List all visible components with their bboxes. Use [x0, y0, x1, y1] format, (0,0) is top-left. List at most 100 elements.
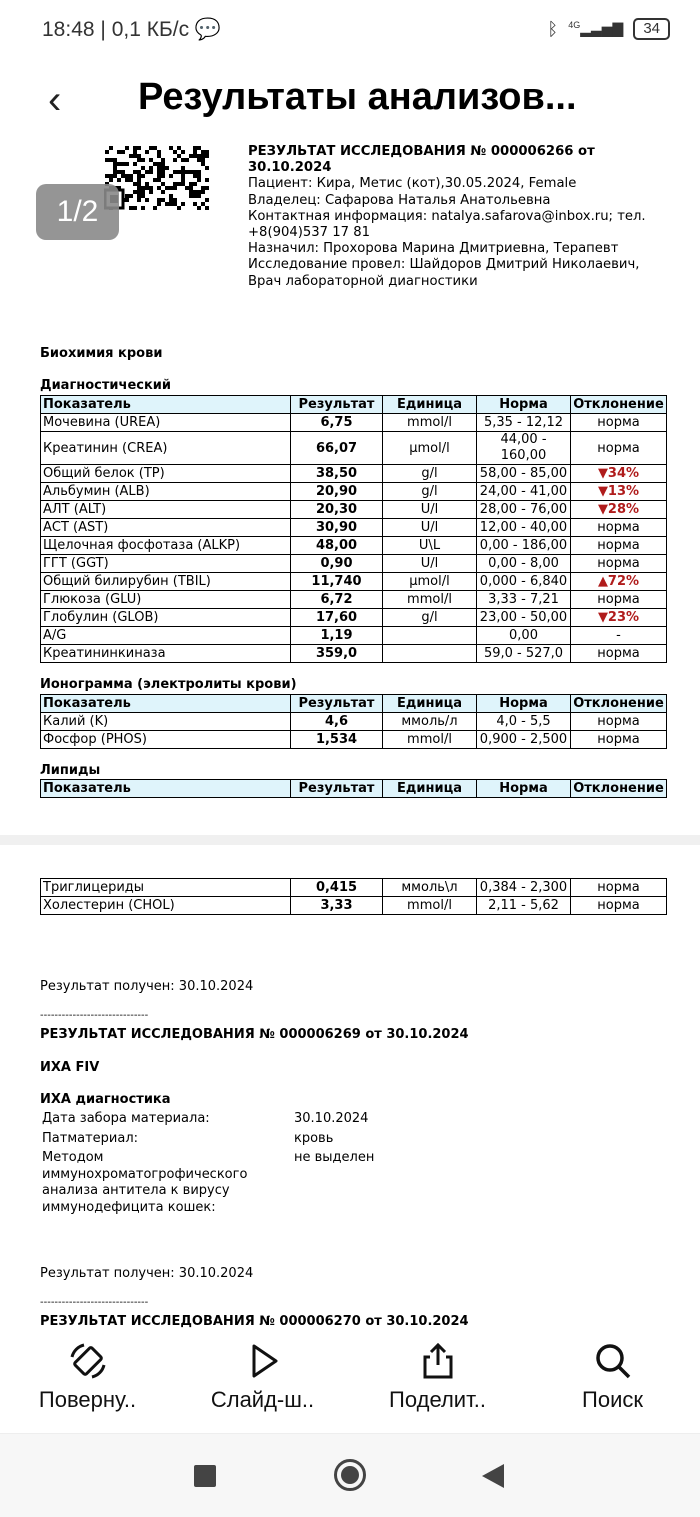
search-label: Поиск — [582, 1387, 643, 1412]
rotate-button[interactable]: Поверну.. — [18, 1333, 158, 1433]
table-row: Глобулин (GLOB) 17,60 g/l 23,00 - 50,00 ▼23% — [40, 608, 667, 627]
received-date: Результат получен: 30.10.2024 — [40, 1266, 254, 1281]
back-nav-button[interactable] — [482, 1464, 504, 1488]
subsection-title: Ионограмма (электролиты крови) — [40, 677, 297, 692]
result-heading-3: РЕЗУЛЬТАТ ИССЛЕДОВАНИЯ № 000006270 от 30… — [40, 1314, 469, 1329]
cell-norm: 2,11 - 5,62 — [476, 896, 571, 915]
cell-norm: 0,900 - 2,500 — [476, 730, 571, 749]
subsection-title: Диагностический — [40, 378, 172, 393]
cell-indicator: Альбумин (ALB) — [40, 482, 291, 501]
share-button[interactable]: Поделит.. — [368, 1333, 508, 1433]
document-header: РЕЗУЛЬТАТ ИССЛЕДОВАНИЯ № 000006266 от 30… — [248, 144, 668, 290]
cell-deviation: норма — [570, 878, 667, 897]
results-table-diagnostic: Показатель Результат Единица Норма Отклонени… — [40, 395, 667, 663]
field-value: кровь — [294, 1130, 334, 1146]
cell-result: 17,60 — [290, 608, 383, 627]
search-button[interactable]: Поиск — [543, 1333, 683, 1433]
bottom-toolbar: Поверну.. Слайд-ш.. Поделит.. Поиск — [0, 1333, 700, 1433]
cell-norm: 44,00 - 160,00 — [476, 431, 571, 465]
recents-button[interactable] — [194, 1465, 216, 1487]
cell-result: 38,50 — [290, 464, 383, 483]
cell-result: 0,415 — [290, 878, 383, 897]
cell-indicator: Общий белок (TP) — [40, 464, 291, 483]
column-header: Норма — [476, 779, 571, 798]
performed-by: Исследование провел: Шайдоров Дмитрий Ни… — [248, 257, 640, 273]
column-header: Норма — [476, 694, 571, 713]
cell-unit — [382, 644, 477, 663]
cell-deviation: ▲72% — [570, 572, 667, 591]
test-name: ИХА FIV — [40, 1060, 100, 1075]
cell-deviation: норма — [570, 644, 667, 663]
cell-unit: mmol/l — [382, 590, 477, 609]
owner: Владелец: Сафарова Наталья Анатольевна — [248, 192, 551, 208]
cell-deviation: норма — [570, 730, 667, 749]
cell-result: 0,90 — [290, 554, 383, 573]
cell-result: 3,33 — [290, 896, 383, 915]
rotate-label: Поверну.. — [38, 1387, 137, 1412]
cell-result: 20,30 — [290, 500, 383, 519]
field-label: Методом иммунохроматогрофического анализ… — [42, 1150, 248, 1215]
table-header: Показатель Результат Единица Норма Отклонени… — [40, 779, 667, 798]
cell-result: 6,75 — [290, 413, 383, 432]
cell-deviation: ▼34% — [570, 464, 667, 483]
cell-result: 20,90 — [290, 482, 383, 501]
table-row: Щелочная фосфотаза (ALKP) 48,00 U\L 0,00 - … — [40, 536, 667, 555]
result-heading-2: РЕЗУЛЬТАТ ИССЛЕДОВАНИЯ № 000006269 от 30… — [40, 1027, 469, 1042]
table-row: Фосфор (PHOS) 1,534 mmol/l 0,900 - 2,500 нор… — [40, 730, 667, 749]
cell-indicator: АСТ (AST) — [40, 518, 291, 537]
prescribed-by: Назначил: Прохорова Марина Дмитриевна, Т… — [248, 241, 619, 257]
page-separator — [0, 835, 700, 845]
cell-deviation: ▼13% — [570, 482, 667, 501]
column-header: Отклонение — [570, 694, 667, 713]
cell-unit: mmol/l — [382, 413, 477, 432]
cell-norm: 12,00 - 40,00 — [476, 518, 571, 537]
table-row: Калий (K) 4,6 ммоль/л 4,0 - 5,5 норма — [40, 712, 667, 731]
cell-indicator: Глобулин (GLOB) — [40, 608, 291, 627]
signal-icon: 4G▂▃▅▇ — [568, 20, 624, 37]
share-icon — [423, 1342, 452, 1379]
slideshow-button[interactable]: Слайд-ш.. — [193, 1333, 333, 1433]
results-table-lipids: Показатель Результат Единица Норма Отклонени… — [40, 779, 667, 798]
column-header: Результат — [290, 779, 383, 798]
cell-deviation: норма — [570, 590, 667, 609]
divider: ------------------------------ — [40, 1297, 149, 1308]
section-title: Биохимия крови — [40, 346, 163, 361]
cell-indicator: Триглицериды — [40, 878, 291, 897]
cell-deviation: норма — [570, 712, 667, 731]
cell-indicator: АЛТ (ALT) — [40, 500, 291, 519]
table-row: Общий белок (TP) 38,50 g/l 58,00 - 85,00 ▼34… — [40, 464, 667, 483]
cell-result: 48,00 — [290, 536, 383, 555]
cell-deviation: норма — [570, 536, 667, 555]
cell-indicator: Щелочная фосфотаза (ALKP) — [40, 536, 291, 555]
back-button[interactable]: ‹ — [48, 78, 62, 122]
cell-deviation: норма — [570, 896, 667, 915]
cell-unit: U/l — [382, 554, 477, 573]
patient: Пациент: Кира, Метис (кот),30.05.2024, F… — [248, 176, 577, 192]
network-speed: 0,1 КБ/с — [111, 18, 190, 41]
cell-unit: ммоль\л — [382, 878, 477, 897]
cell-deviation: норма — [570, 413, 667, 432]
table-header: Показатель Результат Единица Норма Отклонени… — [40, 694, 667, 713]
status-bar-left: 18:48 | 0,1 КБ/с 💬 — [42, 18, 222, 41]
column-header: Отклонение — [570, 779, 667, 798]
qr-code — [104, 146, 209, 210]
cell-norm: 4,0 - 5,5 — [476, 712, 571, 731]
cell-result: 6,72 — [290, 590, 383, 609]
search-icon — [595, 1344, 630, 1379]
cell-unit: g/l — [382, 464, 477, 483]
contact-phone: +8(904)537 17 81 — [248, 225, 371, 241]
fields: Дата забора материала: 30.10.2024 Патмате… — [42, 1111, 374, 1216]
cell-indicator: Фосфор (PHOS) — [40, 730, 291, 749]
cell-result: 1,534 — [290, 730, 383, 749]
cell-indicator: A/G — [40, 626, 291, 645]
column-header: Единица — [382, 694, 477, 713]
cell-unit: µmol/l — [382, 572, 477, 591]
table-row: ГГТ (GGT) 0,90 U/l 0,00 - 8,00 норма — [40, 554, 667, 573]
system-nav-bar — [0, 1433, 700, 1517]
cell-result: 1,19 — [290, 626, 383, 645]
column-header: Единица — [382, 395, 477, 414]
cell-indicator: Глюкоза (GLU) — [40, 590, 291, 609]
home-button[interactable] — [334, 1459, 366, 1491]
column-header: Норма — [476, 395, 571, 414]
cell-unit: U/l — [382, 500, 477, 519]
